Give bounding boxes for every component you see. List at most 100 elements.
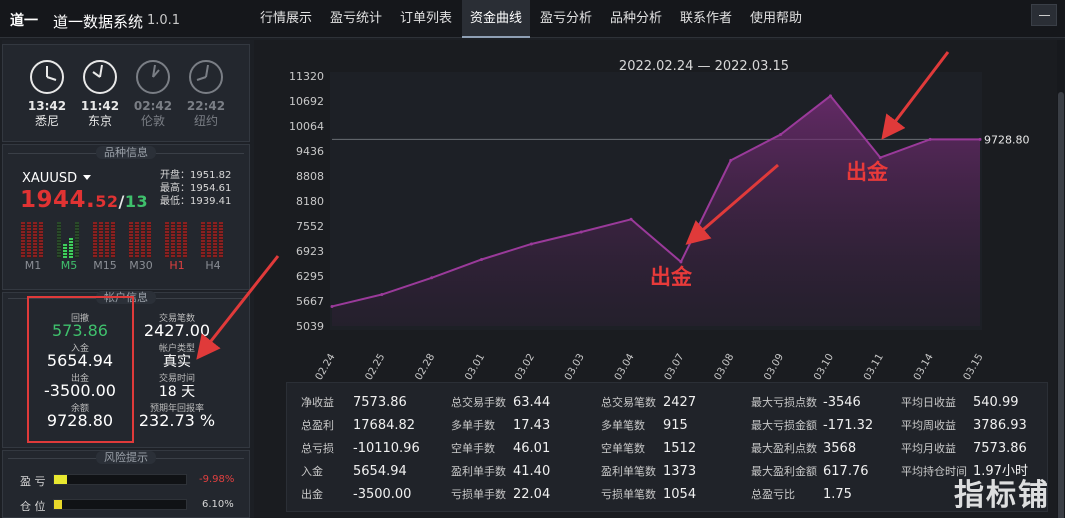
stats-row: 多单手数 17.43 xyxy=(451,414,550,437)
stats-row: 平均日收益 540.99 xyxy=(901,391,1028,414)
chevron-down-icon xyxy=(83,175,92,180)
stats-key: 亏损单笔数 xyxy=(601,488,656,501)
timeframe-m15[interactable]: M15 xyxy=(93,259,117,272)
tab-pnl-analysis[interactable]: 盈亏分析 xyxy=(539,11,592,26)
stats-row: 总盈利 17684.82 xyxy=(301,414,420,437)
app-logo: 道一 xyxy=(10,13,38,29)
stats-key: 空单笔数 xyxy=(601,442,645,455)
minimize-button[interactable] xyxy=(1031,4,1057,26)
x-tick-label: 03.10 xyxy=(812,352,836,380)
section-heading-risk: 风险提示 xyxy=(2,451,250,465)
x-tick-label: 03.01 xyxy=(463,352,487,380)
stats-value: 7573.86 xyxy=(353,395,407,410)
signal-meter-h4 xyxy=(200,220,226,258)
data-point xyxy=(679,260,683,264)
tab-contact[interactable]: 联系作者 xyxy=(679,11,732,26)
stats-row: 盈利单笔数 1373 xyxy=(601,460,696,483)
stats-value: 41.40 xyxy=(513,464,551,479)
minimize-icon xyxy=(1039,15,1050,16)
stats-key: 平均持仓时间 xyxy=(901,465,967,478)
clock-sydney: 13:42 悉尼 xyxy=(27,58,67,129)
sidebar: 13:42 悉尼 11:42 东京 02:42 伦敦 22:42 纽约 品种信息… xyxy=(2,40,250,518)
data-point xyxy=(529,242,533,246)
stats-key: 盈利单手数 xyxy=(451,465,506,478)
stats-row: 空单笔数 1512 xyxy=(601,437,696,460)
tab-symbol-analysis[interactable]: 品种分析 xyxy=(609,11,662,26)
stats-key: 净收益 xyxy=(301,396,334,409)
y-tick-label: 5039 xyxy=(296,320,324,333)
stats-row: 净收益 7573.86 xyxy=(301,391,420,414)
stats-row: 最大亏损点数 -3546 xyxy=(751,391,873,414)
stats-key: 最大亏损点数 xyxy=(751,396,817,409)
data-point xyxy=(928,137,932,141)
withdraw-label: 出金 xyxy=(70,374,89,384)
stats-value: 17684.82 xyxy=(353,418,416,433)
x-tick-label: 03.08 xyxy=(713,352,737,380)
timeframe-m30[interactable]: M30 xyxy=(129,259,153,272)
annotation-withdraw-2: 出金 xyxy=(846,160,888,184)
equity-chart: 2022.02.24 — 2022.03.15 5039 5667 6295 6923 7… xyxy=(289,59,1030,380)
clock-newyork: 22:42 纽约 xyxy=(186,58,226,129)
stats-value: 3786.93 xyxy=(973,418,1027,433)
tab-orders[interactable]: 订单列表 xyxy=(399,11,452,26)
stats-key: 出金 xyxy=(301,488,323,501)
y-tick-label: 10692 xyxy=(289,95,324,108)
clock-tokyo: 11:42 东京 xyxy=(80,58,120,129)
signal-meter-m30 xyxy=(128,220,154,258)
annual-return-value: 232.73 % xyxy=(138,411,216,430)
stats-value: 46.01 xyxy=(513,441,551,456)
clock-city: 伦敦 xyxy=(140,114,165,128)
equity-line xyxy=(331,94,980,308)
clock-icon xyxy=(136,60,170,94)
timeframe-h4[interactable]: H4 xyxy=(205,259,221,272)
stats-value: 1512 xyxy=(663,441,697,456)
app-title: 道一数据系统 xyxy=(53,13,144,31)
end-value-label: 9728.80 xyxy=(984,133,1030,146)
y-tick-label: 8808 xyxy=(296,170,324,183)
stats-key: 入金 xyxy=(301,465,323,478)
data-point xyxy=(779,133,783,137)
risk-label-position: 仓 位 xyxy=(20,500,46,513)
timeframe-m5[interactable]: M5 xyxy=(60,259,78,272)
y-tick-label: 11320 xyxy=(289,70,324,83)
stats-key: 总交易笔数 xyxy=(601,396,656,409)
stats-row: 入金 5654.94 xyxy=(301,460,420,483)
section-heading-symbol: 品种信息 xyxy=(2,146,250,160)
stats-key: 平均周收益 xyxy=(901,419,956,432)
signal-meter-m15 xyxy=(92,220,118,258)
title-bar: 道一 道一数据系统 1.0.1 行情展示 盈亏统计 订单列表 资金曲线 盈亏分析… xyxy=(0,0,1065,38)
y-tick-label: 6295 xyxy=(296,270,324,283)
stats-row: 出金 -3500.00 xyxy=(301,483,420,506)
x-tick-label: 03.07 xyxy=(663,352,687,380)
stats-row: 平均月收益 7573.86 xyxy=(901,437,1028,460)
balance-label: 余额 xyxy=(70,404,89,414)
scrollbar-thumb[interactable] xyxy=(1058,92,1064,518)
x-tick-label: 03.11 xyxy=(862,352,886,380)
tab-market[interactable]: 行情展示 xyxy=(259,11,312,26)
stats-key: 平均月收益 xyxy=(901,442,956,455)
y-tick-label: 10064 xyxy=(289,120,324,133)
timeframe-m1[interactable]: M1 xyxy=(24,259,42,272)
stats-row: 最大盈利点数 3568 xyxy=(751,437,873,460)
y-tick-label: 5667 xyxy=(296,295,324,308)
watermark: 指标铺 xyxy=(954,478,1050,513)
stats-value: 1.97小时 xyxy=(973,464,1028,479)
tab-pnl-stats[interactable]: 盈亏统计 xyxy=(329,11,382,26)
vertical-scrollbar[interactable] xyxy=(1057,40,1065,518)
stats-column: 最大亏损点数 -3546 最大亏损金额 -171.32 最大盈利点数 3568 最大盈利金额… xyxy=(751,391,873,506)
tab-help[interactable]: 使用帮助 xyxy=(749,11,802,26)
x-tick-label: 03.04 xyxy=(613,352,637,380)
trades-label: 交易笔数 xyxy=(158,314,195,324)
stats-value: 617.76 xyxy=(823,464,869,479)
timeframe-h1[interactable]: H1 xyxy=(169,259,185,272)
stats-key: 亏损单手数 xyxy=(451,488,506,501)
y-tick-label: 9436 xyxy=(296,145,324,158)
stats-column: 总交易手数 63.44 多单手数 17.43 空单手数 46.01 盈利单手数 41.40 亏损… xyxy=(451,391,550,506)
tab-equity-curve[interactable]: 资金曲线 xyxy=(462,0,530,38)
stats-key: 总交易手数 xyxy=(451,396,506,409)
clock-time: 22:42 xyxy=(186,99,226,113)
stats-value: 7573.86 xyxy=(973,441,1027,456)
stats-row: 空单手数 46.01 xyxy=(451,437,550,460)
symbol-selector[interactable]: XAUUSD xyxy=(22,171,92,186)
annual-return-label: 预期年回报率 xyxy=(149,404,204,414)
